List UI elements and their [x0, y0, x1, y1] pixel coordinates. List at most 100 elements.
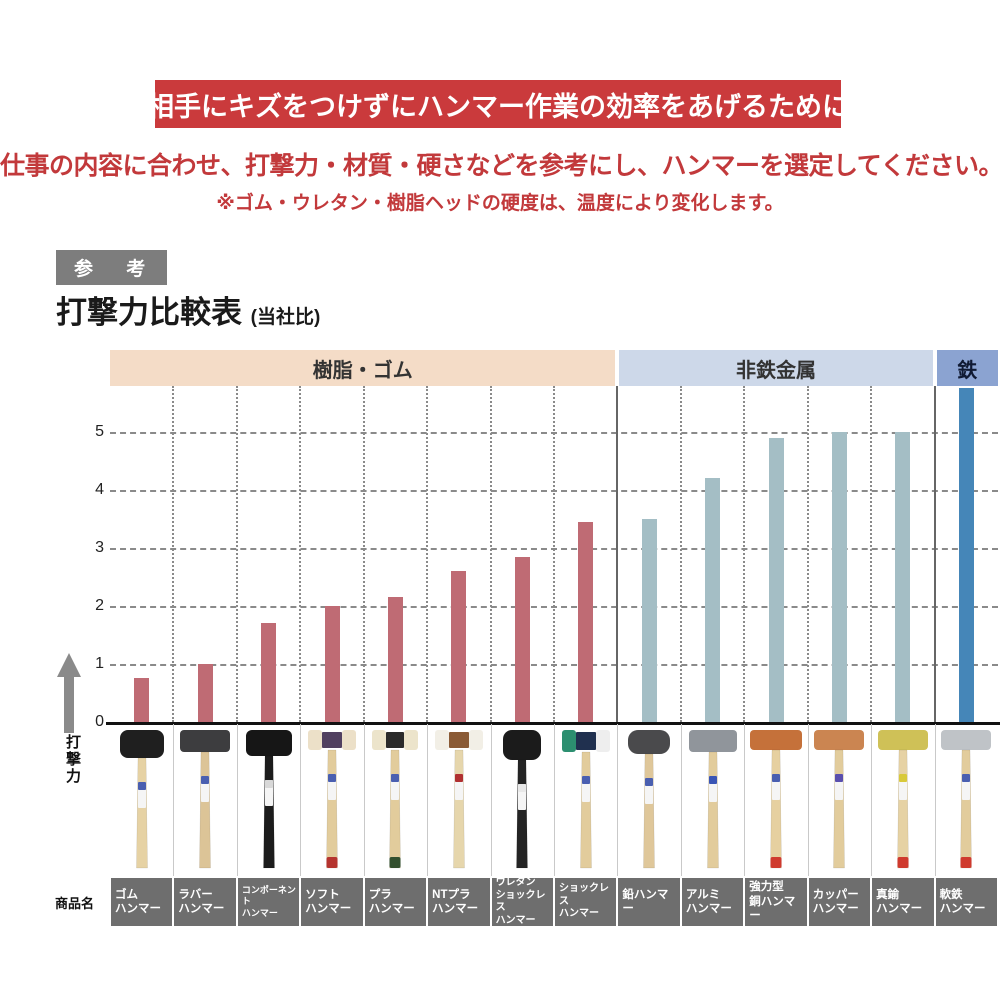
product-name-line: ハンマー	[432, 903, 479, 915]
hammer-illustration	[628, 730, 671, 869]
bar-鉛ハンマー	[641, 519, 657, 722]
product-name-line: NTプラ	[432, 888, 471, 901]
hammer-photo-ショックレスハンマー	[555, 726, 617, 876]
photo-separator	[807, 724, 809, 876]
product-name-line: ハンマー	[876, 903, 923, 915]
product-name-line: ハンマー	[305, 903, 352, 915]
hammer-illustration	[119, 730, 164, 869]
product-name-プラハンマー: プラ ハンマー	[364, 878, 427, 926]
bar-真鍮ハンマー	[895, 432, 911, 722]
photo-separator	[744, 724, 746, 876]
y-tick-label: 5	[95, 423, 104, 440]
product-name-line: 銅ハンマー	[749, 895, 796, 923]
v-gridline	[806, 386, 809, 722]
product-name-line: ゴム	[115, 888, 138, 901]
product-name-line: ハンマー	[939, 903, 986, 915]
bar-アルミハンマー	[705, 478, 721, 722]
chart-title-suffix: (当社比)	[250, 307, 321, 328]
bar-NTプラハンマー	[451, 571, 467, 722]
photo-separator	[173, 724, 175, 876]
x-axis	[106, 722, 1000, 725]
lead-text: 仕事の内容に合わせ、打撃力・材質・硬さなどを参考にし、ハンマーを選定してください…	[0, 152, 1000, 180]
product-name-コンポーネントハンマー: コンポーネント ハンマー	[237, 878, 300, 926]
product-name-ウレタンショックレスハンマー: ウレタン ショックレス ハンマー	[491, 877, 553, 926]
hammer-illustration	[503, 730, 542, 869]
hammer-photo-軟鉄ハンマー	[935, 726, 997, 876]
product-name-line: ハンマー	[812, 903, 859, 915]
product-name-ラバーハンマー: ラバー ハンマー	[174, 878, 236, 926]
y-tick-label: 3	[95, 539, 104, 556]
y-tick-label: 4	[95, 481, 104, 498]
hammer-illustration	[814, 730, 865, 869]
hammer-photo-カッパーハンマー	[808, 726, 870, 876]
section-band-2: 鉄	[936, 350, 998, 386]
product-name-line: アルミ	[685, 888, 721, 901]
product-name-NTプラハンマー: NTプラハンマー	[428, 878, 490, 926]
v-gridline	[426, 386, 429, 722]
hammer-illustration	[561, 730, 610, 869]
product-name-line: ハンマー	[368, 903, 415, 915]
photo-separator	[427, 724, 429, 876]
section-divider	[933, 386, 936, 722]
photo-separator	[490, 724, 492, 876]
product-name-line: ハンマー	[685, 903, 732, 915]
product-name-line: カッパー	[812, 888, 859, 901]
reference-badge: 参 考	[56, 250, 168, 285]
product-name-line: ラバー	[178, 888, 213, 901]
hammer-photo-NTプラハンマー	[428, 726, 490, 876]
photo-separator	[300, 724, 302, 876]
photo-separator	[236, 724, 238, 876]
product-name-line: 真鍮	[876, 888, 900, 901]
hammer-photo-真鍮ハンマー	[872, 726, 934, 876]
v-gridline	[489, 386, 492, 722]
bar-ウレタンショックレスハンマー	[514, 557, 530, 722]
hammer-illustration	[245, 730, 292, 869]
hammer-illustration	[308, 730, 356, 869]
v-gridline	[172, 386, 175, 722]
hammer-illustration	[688, 730, 737, 869]
photo-separator	[680, 724, 682, 876]
v-gridline	[299, 386, 302, 722]
bar-ゴムハンマー	[134, 678, 150, 722]
product-name-line: ハンマー	[241, 907, 278, 918]
product-name-ショックレスハンマー: ショックレス ハンマー	[555, 878, 617, 926]
product-name-line: プラ	[368, 888, 392, 901]
v-gridline	[362, 386, 365, 722]
product-name-line: ハンマー	[115, 903, 161, 915]
hammer-photo-アルミハンマー	[682, 726, 744, 876]
v-gridline	[553, 386, 555, 722]
hammer-illustration	[941, 730, 992, 869]
section-band-1: 非鉄金属	[619, 350, 933, 386]
hammer-photo-鉛ハンマー	[618, 726, 680, 876]
hammer-illustration	[750, 730, 802, 869]
hammer-illustration	[877, 730, 928, 869]
product-name-強力型銅ハンマー: 強力型 銅ハンマー	[745, 878, 807, 926]
hammer-photo-プラハンマー	[364, 726, 426, 876]
hammer-photo-コンポーネントハンマー	[238, 726, 300, 876]
hammer-photo-ラバーハンマー	[174, 726, 236, 876]
hammer-illustration	[434, 730, 483, 869]
y-axis-title: 打撃力	[64, 734, 81, 785]
product-name-line: 鉛ハンマー	[622, 888, 669, 915]
photo-separator	[617, 724, 619, 876]
product-name-真鍮ハンマー: 真鍮 ハンマー	[872, 878, 934, 926]
chart-title: 打撃力比較表 (当社比)	[56, 287, 320, 332]
product-name-カッパーハンマー: カッパー ハンマー	[808, 878, 871, 926]
product-name-line: ショックレス	[495, 889, 546, 914]
v-gridline	[235, 386, 238, 722]
product-name-アルミハンマー: アルミ ハンマー	[681, 878, 744, 926]
product-name-ソフトハンマー: ソフト ハンマー	[301, 878, 363, 926]
y-tick-label: 2	[95, 597, 104, 614]
bar-ソフトハンマー	[324, 606, 340, 722]
product-name-line: 強力型	[749, 881, 784, 894]
hammer-photo-ソフトハンマー	[301, 726, 363, 876]
v-gridline	[743, 386, 746, 722]
strike-force-chart: 打撃力 商品名 樹脂・ゴム 非鉄金属鉄 0 1 2 3 4 5 ゴム ハンマー ラバー ハンマー コンポ…	[55, 350, 1000, 930]
y-tick-label: 1	[95, 655, 104, 672]
hammer-illustration	[372, 730, 419, 869]
product-name-line: ウレタン	[495, 877, 536, 888]
photo-separator	[934, 724, 936, 876]
bar-ラバーハンマー	[197, 664, 213, 722]
product-name-line: コンポーネント	[241, 885, 296, 907]
